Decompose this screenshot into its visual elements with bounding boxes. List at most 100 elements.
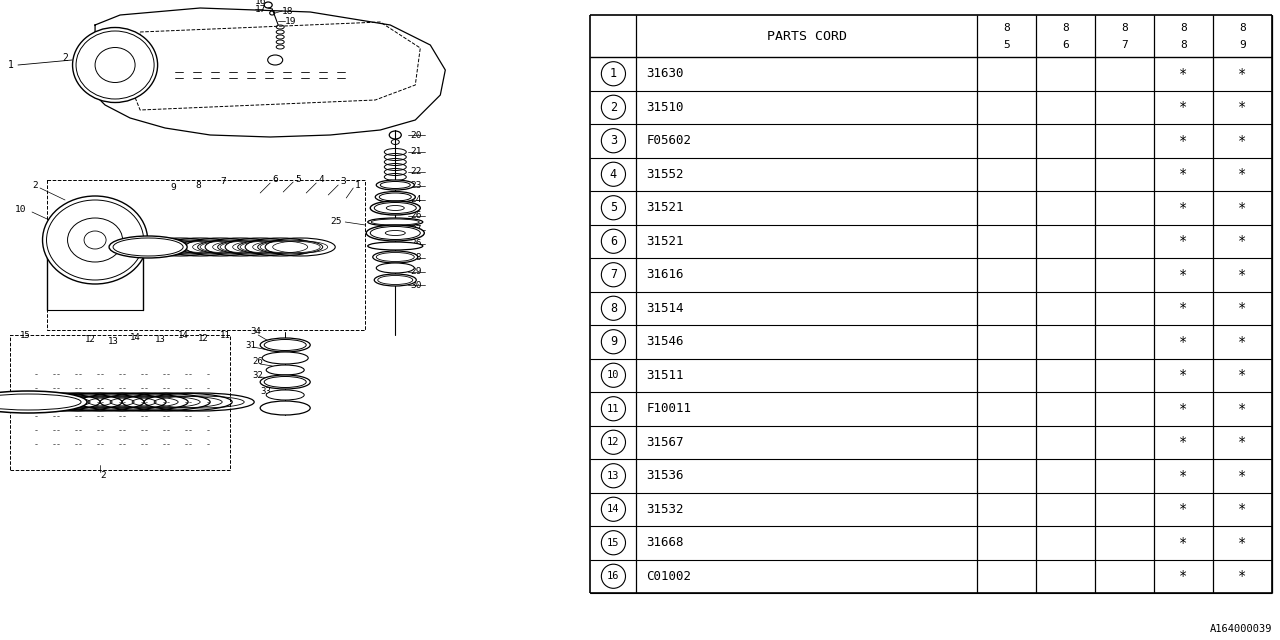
Text: *: * [1238, 335, 1247, 349]
Ellipse shape [266, 390, 305, 400]
Text: 15: 15 [20, 331, 31, 340]
Ellipse shape [367, 218, 422, 226]
Ellipse shape [218, 240, 283, 254]
Text: F10011: F10011 [646, 403, 691, 415]
Text: 3: 3 [609, 134, 617, 147]
Text: 3: 3 [340, 177, 346, 186]
Text: *: * [1238, 234, 1247, 248]
Text: *: * [1238, 435, 1247, 449]
Text: 31630: 31630 [646, 67, 684, 80]
Text: 2: 2 [609, 100, 617, 114]
Text: *: * [1238, 569, 1247, 583]
Ellipse shape [109, 236, 187, 258]
Text: 9: 9 [170, 184, 175, 193]
Text: 27: 27 [411, 225, 422, 234]
Text: 2: 2 [61, 53, 68, 63]
Text: *: * [1179, 268, 1188, 282]
Text: *: * [1179, 301, 1188, 316]
Text: 32: 32 [252, 371, 262, 380]
Text: 20: 20 [411, 131, 422, 140]
Text: 11: 11 [220, 331, 230, 340]
Ellipse shape [366, 225, 424, 241]
Text: 31511: 31511 [646, 369, 684, 381]
Text: *: * [1238, 100, 1247, 115]
Text: *: * [1238, 67, 1247, 81]
Text: *: * [1238, 268, 1247, 282]
Ellipse shape [257, 240, 323, 254]
Text: *: * [1179, 100, 1188, 115]
Ellipse shape [42, 196, 147, 284]
Text: *: * [1179, 536, 1188, 550]
Text: *: * [1238, 502, 1247, 516]
Text: A164000039: A164000039 [1210, 624, 1272, 634]
Text: 26: 26 [411, 211, 422, 221]
Text: *: * [1238, 167, 1247, 181]
Text: 9: 9 [609, 335, 617, 348]
Text: 13: 13 [607, 471, 620, 481]
Text: *: * [1179, 569, 1188, 583]
Text: 8: 8 [1062, 22, 1069, 33]
Text: *: * [1238, 536, 1247, 550]
Text: 4: 4 [319, 175, 324, 184]
Text: 8: 8 [1180, 40, 1187, 51]
Ellipse shape [372, 251, 417, 263]
Text: 31616: 31616 [646, 268, 684, 281]
Text: *: * [1238, 468, 1247, 483]
Text: 19: 19 [285, 17, 297, 26]
Text: 14: 14 [607, 504, 620, 515]
Ellipse shape [370, 201, 420, 215]
Text: 26: 26 [411, 239, 422, 248]
Text: 4: 4 [609, 168, 617, 180]
Text: *: * [1179, 335, 1188, 349]
Text: 5: 5 [609, 201, 617, 214]
Text: 31546: 31546 [646, 335, 684, 348]
Text: 8: 8 [1180, 22, 1187, 33]
Text: 1: 1 [356, 180, 361, 189]
Text: 16: 16 [607, 572, 620, 581]
Text: 7: 7 [1121, 40, 1128, 51]
Ellipse shape [367, 242, 422, 250]
Text: 22: 22 [411, 168, 422, 177]
Text: *: * [1179, 234, 1188, 248]
Text: *: * [1179, 201, 1188, 215]
Text: 8: 8 [609, 301, 617, 315]
Text: 14: 14 [131, 333, 141, 342]
Ellipse shape [137, 240, 202, 254]
Ellipse shape [376, 180, 415, 190]
Ellipse shape [374, 274, 416, 286]
Ellipse shape [260, 375, 310, 389]
Text: *: * [1238, 301, 1247, 316]
Text: 33: 33 [260, 387, 271, 397]
Text: 13: 13 [155, 335, 166, 344]
Text: 12: 12 [198, 334, 209, 343]
Text: *: * [1179, 502, 1188, 516]
Text: *: * [1238, 134, 1247, 148]
Text: 15: 15 [607, 538, 620, 548]
Text: *: * [1179, 167, 1188, 181]
Text: 8: 8 [1004, 22, 1010, 33]
Text: *: * [1179, 468, 1188, 483]
Ellipse shape [238, 240, 302, 254]
Text: 29: 29 [411, 268, 422, 276]
Text: *: * [1179, 435, 1188, 449]
Text: 28: 28 [411, 253, 422, 262]
Ellipse shape [73, 28, 157, 102]
Text: 18: 18 [282, 8, 293, 17]
Text: 12: 12 [84, 335, 96, 344]
Text: 10: 10 [607, 371, 620, 380]
Text: 23: 23 [411, 182, 422, 191]
Text: *: * [1238, 368, 1247, 382]
Text: *: * [1179, 67, 1188, 81]
Ellipse shape [266, 365, 305, 375]
Text: 8: 8 [1121, 22, 1128, 33]
Text: 7: 7 [220, 177, 225, 186]
Text: 6: 6 [273, 175, 278, 184]
Text: *: * [1179, 402, 1188, 416]
Text: 30: 30 [411, 280, 422, 289]
Text: 16: 16 [255, 0, 266, 6]
Text: 9: 9 [1239, 40, 1245, 51]
Ellipse shape [262, 352, 308, 364]
Text: *: * [1238, 402, 1247, 416]
Text: 31: 31 [246, 340, 256, 349]
Text: 26: 26 [252, 358, 262, 367]
